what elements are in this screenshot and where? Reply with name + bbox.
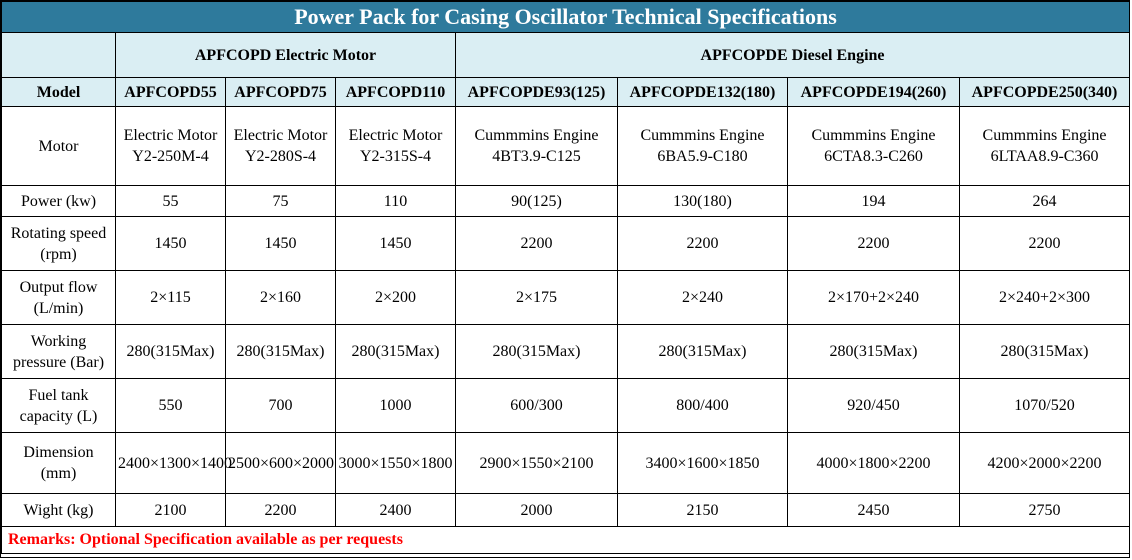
group-electric: APFCOPD Electric Motor	[115, 32, 456, 78]
table-row: Dimension (mm) 2400×1300×1400 2500×600×2…	[1, 432, 1131, 494]
table-cell: 2200	[617, 216, 788, 271]
table-row: Fuel tank capacity (L) 550 700 1000 600/…	[1, 378, 1131, 433]
table-cell: 1450	[335, 216, 456, 271]
table-cell: 110	[335, 185, 456, 217]
table-cell: 550	[115, 378, 226, 433]
table-cell: Cummmins Engine 6CTA8.3-C260	[787, 106, 960, 186]
table-cell: 2×160	[225, 270, 336, 325]
row-label: Dimension (mm)	[1, 432, 116, 494]
table-cell: 2200	[787, 216, 960, 271]
table-cell: 280(315Max)	[958, 324, 1131, 379]
table-row: Power (kw) 55 75 110 90(125) 130(180) 19…	[1, 185, 1131, 217]
row-label: Fuel tank capacity (L)	[1, 378, 116, 433]
table-cell: 2750	[958, 493, 1131, 527]
table-cell: 280(315Max)	[787, 324, 960, 379]
model-header: APFCOPDE194(260)	[787, 77, 960, 107]
table-cell: 280(315Max)	[455, 324, 618, 379]
model-header: APFCOPDE250(340)	[958, 77, 1131, 107]
model-header: APFCOPD110	[335, 77, 456, 107]
table-cell: 1070/520	[958, 378, 1131, 433]
table-cell: 1450	[115, 216, 226, 271]
model-header: APFCOPD55	[115, 77, 226, 107]
row-label: Power (kw)	[1, 185, 116, 217]
table-row: Rotating speed (rpm) 1450 1450 1450 2200…	[1, 216, 1131, 271]
table-cell: 2×240	[617, 270, 788, 325]
table-cell: 130(180)	[617, 185, 788, 217]
table-cell: 3400×1600×1850	[617, 432, 788, 494]
model-label: Model	[1, 77, 116, 107]
model-header: APFCOPD75	[225, 77, 336, 107]
table-cell: Cummmins Engine 6BA5.9-C180	[617, 106, 788, 186]
table-cell: 2200	[225, 493, 336, 527]
table-cell: 3000×1550×1800	[335, 432, 456, 494]
row-label: Output flow (L/min)	[1, 270, 116, 325]
table-cell: 2400×1300×1400	[115, 432, 232, 494]
table-cell: 4000×1800×2200	[787, 432, 960, 494]
row-label: Wight (kg)	[1, 493, 116, 527]
table-cell: 1450	[225, 216, 336, 271]
table-cell: 2500×600×2000	[225, 432, 336, 494]
row-label: Motor	[1, 106, 116, 186]
table-cell: 2×240+2×300	[958, 270, 1131, 325]
table-cell: 1000	[335, 378, 456, 433]
table-title: Power Pack for Casing Oscillator Technic…	[0, 1, 1131, 33]
table-cell: 2×200	[335, 270, 456, 325]
table-cell: 75	[225, 185, 336, 217]
table-cell: 264	[958, 185, 1131, 217]
model-header: APFCOPDE132(180)	[617, 77, 788, 107]
table-cell: 2400	[335, 493, 456, 527]
table-cell: 280(315Max)	[335, 324, 456, 379]
table-cell: 55	[115, 185, 226, 217]
table-row: Wight (kg) 2100 2200 2400 2000 2150 2450…	[1, 493, 1131, 527]
table-cell: 280(315Max)	[115, 324, 226, 379]
table-cell: 2200	[455, 216, 618, 271]
table-cell: 2450	[787, 493, 960, 527]
model-header: APFCOPDE93(125)	[455, 77, 618, 107]
table-cell: 2200	[958, 216, 1131, 271]
table-cell: 700	[225, 378, 336, 433]
remarks-note: Remarks: Optional Specification availabl…	[0, 526, 1131, 554]
group-diesel: APFCOPDE Diesel Engine	[454, 32, 1131, 78]
table-cell: 920/450	[787, 378, 960, 433]
table-cell: 2150	[617, 493, 788, 527]
table-cell: 194	[787, 185, 960, 217]
table-cell: 4200×2000×2200	[958, 432, 1131, 494]
table-cell: Cummmins Engine 6LTAA8.9-C360	[958, 106, 1131, 186]
table-cell: Electric Motor Y2-280S-4	[225, 106, 336, 186]
table-row: Motor Electric Motor Y2-250M-4 Electric …	[1, 106, 1131, 186]
table-cell: 280(315Max)	[617, 324, 788, 379]
table-cell: 280(315Max)	[225, 324, 336, 379]
table-cell: 2×175	[455, 270, 618, 325]
row-label: Rotating speed (rpm)	[1, 216, 116, 271]
table-cell: 2×170+2×240	[787, 270, 960, 325]
table-cell: 90(125)	[455, 185, 618, 217]
row-label: Working pressure (Bar)	[1, 324, 116, 379]
table-cell: 2×115	[115, 270, 226, 325]
header-blank-cell	[1, 32, 116, 78]
table-row: Working pressure (Bar) 280(315Max) 280(3…	[1, 324, 1131, 379]
table-row: Output flow (L/min) 2×115 2×160 2×200 2×…	[1, 270, 1131, 325]
table-cell: 800/400	[617, 378, 788, 433]
table-cell: 2100	[115, 493, 226, 527]
table-cell: 600/300	[455, 378, 618, 433]
table-cell: 2000	[455, 493, 618, 527]
table-cell: Cummmins Engine 4BT3.9-C125	[455, 106, 618, 186]
table-cell: Electric Motor Y2-250M-4	[115, 106, 226, 186]
table-cell: Electric Motor Y2-315S-4	[335, 106, 456, 186]
table-cell: 2900×1550×2100	[455, 432, 618, 494]
